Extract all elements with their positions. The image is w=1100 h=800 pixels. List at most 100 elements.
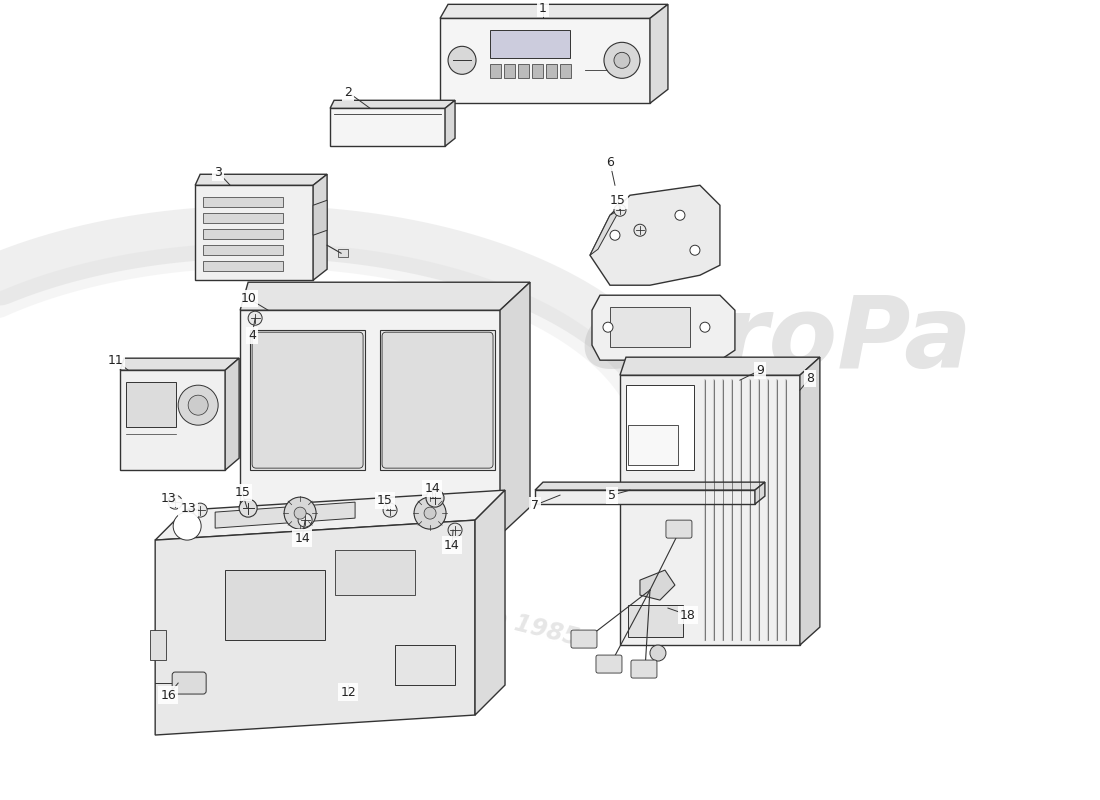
Bar — [504, 64, 515, 78]
Bar — [204, 230, 283, 239]
Polygon shape — [640, 570, 675, 600]
Bar — [490, 30, 570, 58]
Polygon shape — [195, 174, 327, 186]
FancyBboxPatch shape — [666, 520, 692, 538]
Text: 8: 8 — [806, 372, 814, 385]
Polygon shape — [800, 357, 820, 645]
Polygon shape — [590, 186, 719, 286]
Text: 18: 18 — [680, 609, 696, 622]
Bar — [338, 250, 348, 258]
Bar — [204, 246, 283, 255]
Text: 13: 13 — [180, 502, 196, 514]
Bar — [620, 375, 800, 645]
Circle shape — [425, 507, 436, 519]
Circle shape — [650, 645, 666, 661]
Circle shape — [294, 507, 306, 519]
Circle shape — [675, 210, 685, 220]
Text: 15: 15 — [234, 486, 250, 498]
Bar — [336, 550, 415, 595]
Bar — [490, 64, 500, 78]
Polygon shape — [120, 358, 239, 370]
Polygon shape — [314, 200, 327, 235]
Polygon shape — [475, 490, 505, 715]
Text: 11: 11 — [108, 354, 123, 366]
Polygon shape — [330, 100, 455, 108]
Polygon shape — [240, 282, 530, 310]
Bar — [204, 198, 283, 207]
Bar — [535, 490, 755, 504]
Bar — [120, 370, 226, 470]
Circle shape — [298, 513, 312, 527]
Text: 5: 5 — [608, 489, 616, 502]
Circle shape — [614, 204, 626, 216]
Circle shape — [194, 503, 207, 517]
Text: 3: 3 — [214, 166, 222, 178]
Circle shape — [448, 523, 462, 537]
Circle shape — [604, 42, 640, 78]
Polygon shape — [535, 482, 764, 490]
Text: 15: 15 — [377, 494, 393, 506]
FancyBboxPatch shape — [382, 332, 493, 468]
Circle shape — [414, 497, 446, 529]
Text: 16: 16 — [161, 689, 176, 702]
Circle shape — [603, 322, 613, 332]
Bar — [395, 645, 455, 685]
Bar — [204, 214, 283, 223]
Circle shape — [173, 512, 201, 540]
Polygon shape — [755, 482, 764, 504]
Bar — [330, 108, 446, 146]
Bar — [226, 570, 326, 640]
Text: 7: 7 — [531, 498, 539, 512]
Circle shape — [188, 395, 208, 415]
Text: 14: 14 — [444, 538, 460, 552]
Circle shape — [383, 503, 397, 517]
Bar — [626, 385, 694, 470]
Polygon shape — [446, 100, 455, 146]
Circle shape — [426, 489, 444, 507]
Circle shape — [448, 46, 476, 74]
FancyBboxPatch shape — [571, 630, 597, 648]
Text: 4: 4 — [249, 329, 256, 342]
Bar — [240, 310, 501, 535]
Text: 14: 14 — [425, 482, 440, 494]
Text: 12: 12 — [340, 686, 356, 698]
Bar — [628, 605, 683, 637]
Text: euroPa: euroPa — [580, 292, 971, 389]
Polygon shape — [314, 174, 327, 280]
Text: 13: 13 — [161, 492, 176, 505]
Polygon shape — [216, 502, 355, 528]
Bar — [560, 64, 571, 78]
Text: 15: 15 — [610, 194, 626, 206]
Circle shape — [614, 52, 630, 68]
Bar — [518, 64, 529, 78]
Bar — [381, 330, 495, 470]
FancyBboxPatch shape — [173, 672, 206, 694]
Bar — [628, 425, 678, 465]
Polygon shape — [500, 282, 530, 535]
Polygon shape — [155, 490, 505, 540]
Bar — [151, 630, 166, 660]
Bar — [250, 330, 365, 470]
Polygon shape — [592, 295, 735, 360]
Bar — [610, 307, 690, 347]
Polygon shape — [226, 358, 239, 470]
Bar — [126, 382, 176, 427]
Text: 2: 2 — [344, 86, 352, 99]
Bar — [440, 18, 650, 103]
Bar — [195, 186, 314, 280]
FancyBboxPatch shape — [596, 655, 622, 673]
Text: 10: 10 — [240, 292, 256, 305]
Text: 9: 9 — [756, 364, 763, 377]
Polygon shape — [590, 210, 620, 255]
Polygon shape — [620, 357, 820, 375]
Circle shape — [239, 499, 257, 517]
FancyBboxPatch shape — [631, 660, 657, 678]
Circle shape — [284, 497, 316, 529]
Text: 14: 14 — [294, 532, 310, 545]
Bar — [532, 64, 543, 78]
Bar — [204, 262, 283, 271]
Polygon shape — [440, 4, 668, 18]
Bar — [546, 64, 557, 78]
Circle shape — [634, 224, 646, 236]
Text: a passion for parts since 1985: a passion for parts since 1985 — [185, 530, 582, 650]
